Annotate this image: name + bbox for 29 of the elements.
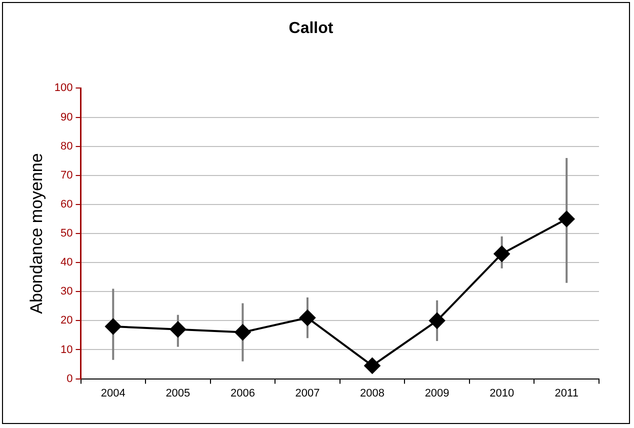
point [299,310,316,326]
y-tick-label: 20 [60,314,73,327]
y-tick-label: 0 [66,372,73,385]
x-tick-label: 2010 [490,387,514,400]
point [494,246,510,262]
point [234,324,251,340]
point [105,318,122,334]
point [170,321,186,338]
point [429,312,446,329]
x-tick-label: 2004 [100,387,126,400]
chart-title: Callot [288,20,334,38]
point [364,358,380,374]
point [558,210,575,227]
y-tick-label: 40 [60,256,73,269]
y-tick-label: 30 [60,286,73,298]
y-tick-label: 60 [60,198,73,210]
x-tick-label: 2005 [166,387,190,400]
x-tick-label: 2007 [295,387,320,400]
x-tick-label: 2006 [230,387,255,400]
y-tick-label: 90 [60,111,73,124]
x-tick-label: 2011 [554,387,578,400]
y-axis-title: Abondance moyenne [26,153,46,314]
x-tick-label: 2009 [424,387,450,400]
y-tick-label: 10 [60,344,73,356]
y-tick-label: 100 [54,82,73,94]
x-tick-label: 2008 [360,387,385,400]
y-tick-label: 50 [60,228,73,240]
y-tick-label: 70 [60,169,73,182]
y-tick-label: 80 [60,140,73,152]
